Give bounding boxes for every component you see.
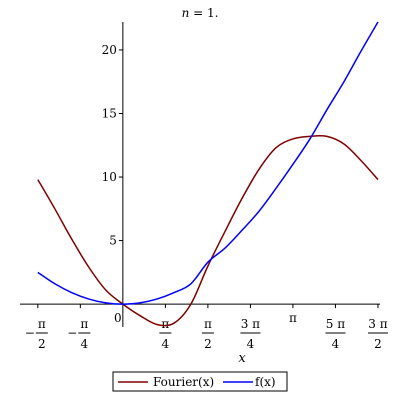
x-tick-fraction: 3 π4 (240, 317, 261, 351)
legend-label: Fourier(x) (153, 375, 214, 389)
x-tick-label: 0 (114, 311, 122, 325)
x-tick-label: π (289, 311, 297, 325)
x-tick-fraction: π2 (201, 317, 214, 351)
x-tick-sign: − (67, 326, 77, 340)
x-tick-numerator: 5 π (326, 317, 345, 331)
x-tick-fraction: π 4− (67, 317, 91, 351)
x-tick-denominator: 4 (81, 337, 89, 351)
x-axis-label: x (238, 351, 246, 366)
title-variable: n (182, 6, 190, 20)
f-series-line (37, 21, 379, 305)
curves (37, 21, 379, 327)
x-tick-denominator: 2 (374, 337, 382, 351)
y-tick-label: 20 (102, 43, 117, 57)
title-rest: = 1. (189, 6, 218, 20)
y-tick-label: 5 (109, 234, 117, 248)
x-tick-numerator: 3 π (368, 317, 387, 331)
legend: Fourier(x) f(x) (112, 371, 288, 392)
x-tick-fraction: 5 π4 (325, 317, 346, 351)
legend-label: f(x) (255, 375, 276, 389)
chart-title: n = 1. (182, 6, 219, 20)
fourier-series-line (37, 134, 379, 327)
x-tick-denominator: 2 (38, 337, 46, 351)
x-tick-numerator: π (38, 317, 46, 331)
x-tick-numerator: π (161, 317, 169, 331)
x-tick-denominator: 2 (204, 337, 212, 351)
x-tick-fraction: π4 (159, 317, 172, 351)
x-tick-sign: − (25, 326, 35, 340)
x-tick-denominator: 4 (247, 337, 255, 351)
y-tick-label: 15 (102, 107, 117, 121)
x-tick-numerator: π (80, 317, 88, 331)
x-tick-numerator: 3 π (241, 317, 260, 331)
legend-box (112, 371, 288, 392)
y-tick-label: 10 (102, 170, 117, 184)
x-tick-denominator: 4 (332, 337, 340, 351)
x-tick-denominator: 4 (162, 337, 170, 351)
x-tick-fraction: π 2− (25, 317, 48, 351)
x-tick-numerator: π (204, 317, 212, 331)
x-tick-fraction: 3 π2 (367, 317, 388, 351)
